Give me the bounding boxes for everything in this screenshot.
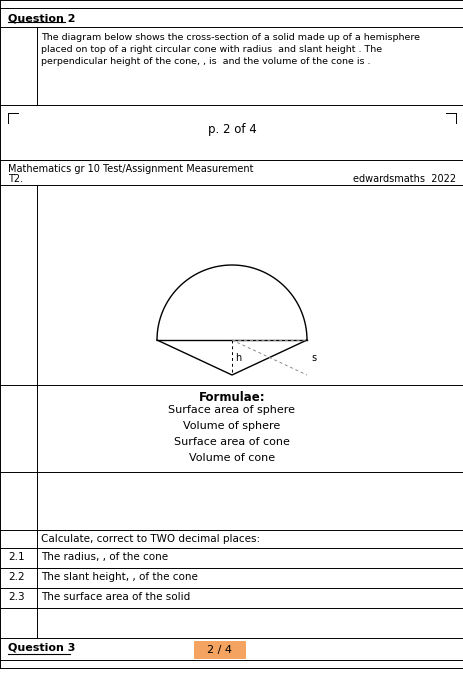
- Text: 2.2: 2.2: [8, 572, 25, 582]
- Text: 2 / 4: 2 / 4: [207, 645, 232, 655]
- Text: s: s: [310, 353, 315, 362]
- Text: 2.1: 2.1: [8, 552, 25, 562]
- Text: The surface area of the solid: The surface area of the solid: [41, 592, 190, 602]
- Text: Volume of cone: Volume of cone: [188, 453, 275, 463]
- Text: The diagram below shows the cross-section of a solid made up of a hemisphere: The diagram below shows the cross-sectio…: [41, 33, 419, 42]
- FancyBboxPatch shape: [194, 641, 245, 659]
- Text: perpendicular height of the cone, , is  and the volume of the cone is .: perpendicular height of the cone, , is a…: [41, 57, 369, 66]
- Text: Volume of sphere: Volume of sphere: [183, 421, 280, 431]
- Text: Surface area of sphere: Surface area of sphere: [168, 405, 295, 415]
- Text: Question 2: Question 2: [8, 13, 75, 23]
- Text: The radius, , of the cone: The radius, , of the cone: [41, 552, 168, 562]
- Text: placed on top of a right circular cone with radius  and slant height . The: placed on top of a right circular cone w…: [41, 45, 382, 54]
- Text: Formulae:: Formulae:: [198, 391, 265, 404]
- Text: Surface area of cone: Surface area of cone: [174, 437, 289, 447]
- Text: Question 3: Question 3: [8, 642, 75, 652]
- Text: p. 2 of 4: p. 2 of 4: [207, 123, 256, 136]
- Text: edwardsmaths  2022: edwardsmaths 2022: [352, 174, 455, 184]
- Text: Calculate, correct to TWO decimal places:: Calculate, correct to TWO decimal places…: [41, 534, 260, 544]
- Text: Mathematics gr 10 Test/Assignment Measurement: Mathematics gr 10 Test/Assignment Measur…: [8, 164, 253, 174]
- Text: The slant height, , of the cone: The slant height, , of the cone: [41, 572, 197, 582]
- Text: h: h: [234, 353, 241, 362]
- Text: T2.: T2.: [8, 174, 23, 184]
- Text: 2.3: 2.3: [8, 592, 25, 602]
